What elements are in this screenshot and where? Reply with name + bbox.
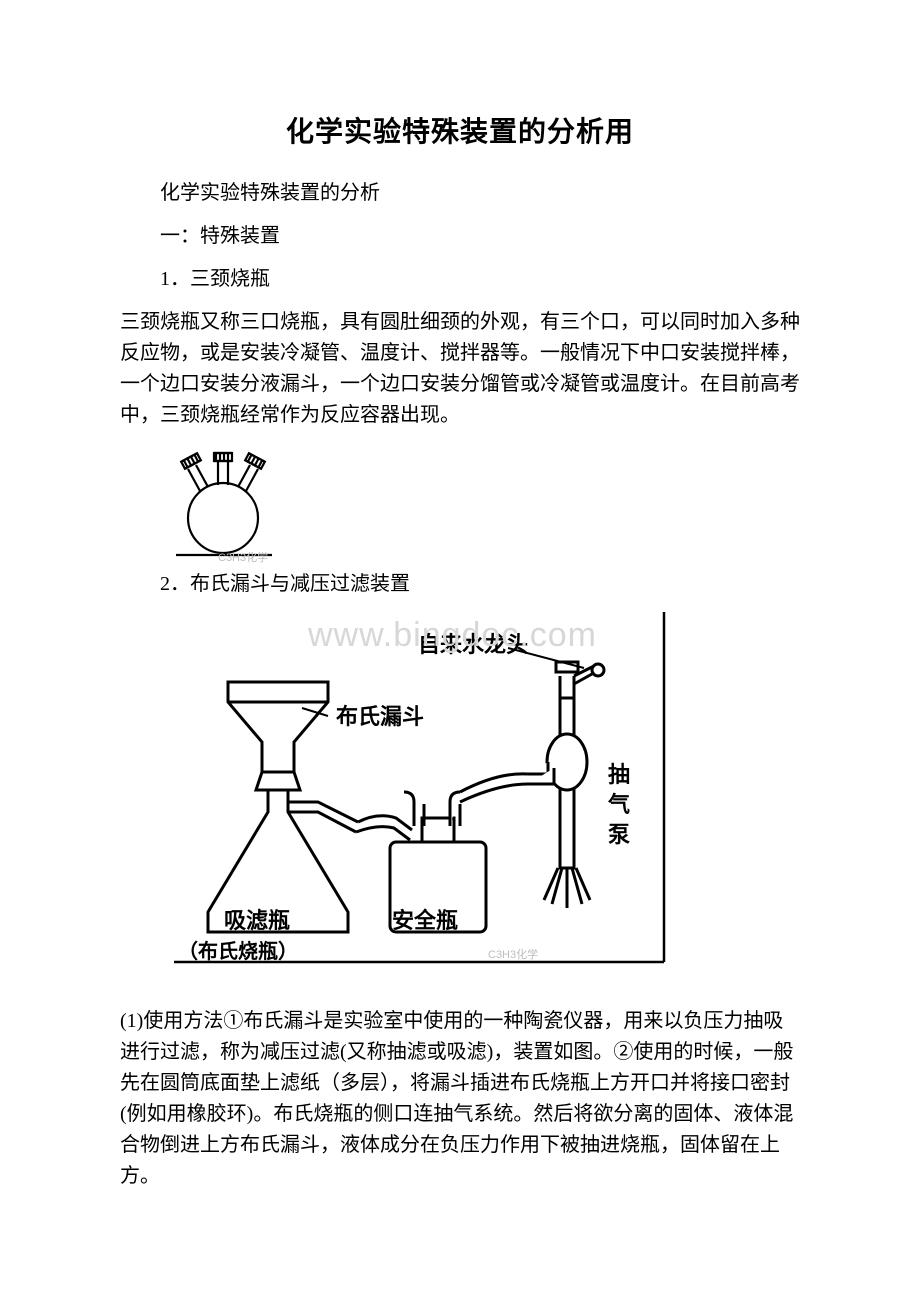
three-neck-flask-figure: C3H3化学 [168,443,278,563]
label-pump-3: 泵 [608,822,630,847]
intro-line: 化学实验特殊装置的分析 [120,178,800,209]
label-flask: 吸滤瓶 [224,908,290,933]
label-flask-alt: （布氏烧瓶） [178,939,298,963]
label-safety: 安全瓶 [392,908,458,933]
item-1-heading: 1．三颈烧瓶 [120,264,800,295]
figure1-watermark: C3H3化学 [218,550,268,563]
vacuum-filtration-figure: www.bingdoc.com [168,612,688,992]
label-tap: 自来水龙头 [418,632,528,657]
label-pump-2: 气 [607,792,630,817]
figure2-watermark: C3H3化学 [488,947,538,961]
label-pump-1: 抽 [608,762,630,787]
label-funnel: 布氏漏斗 [336,704,424,729]
item-1-body: 三颈烧瓶又称三口烧瓶，具有圆肚细颈的外观，有三个口，可以同时加入多种反应物，或是… [120,307,800,431]
page-title: 化学实验特殊装置的分析用 [120,110,800,150]
item-2-body: (1)使用方法①布氏漏斗是实验室中使用的一种陶瓷仪器，用来以负压力抽吸进行过滤，… [120,1006,800,1192]
item-2-heading: 2．布氏漏斗与减压过滤装置 [120,569,800,600]
section-heading: 一：特殊装置 [120,221,800,252]
